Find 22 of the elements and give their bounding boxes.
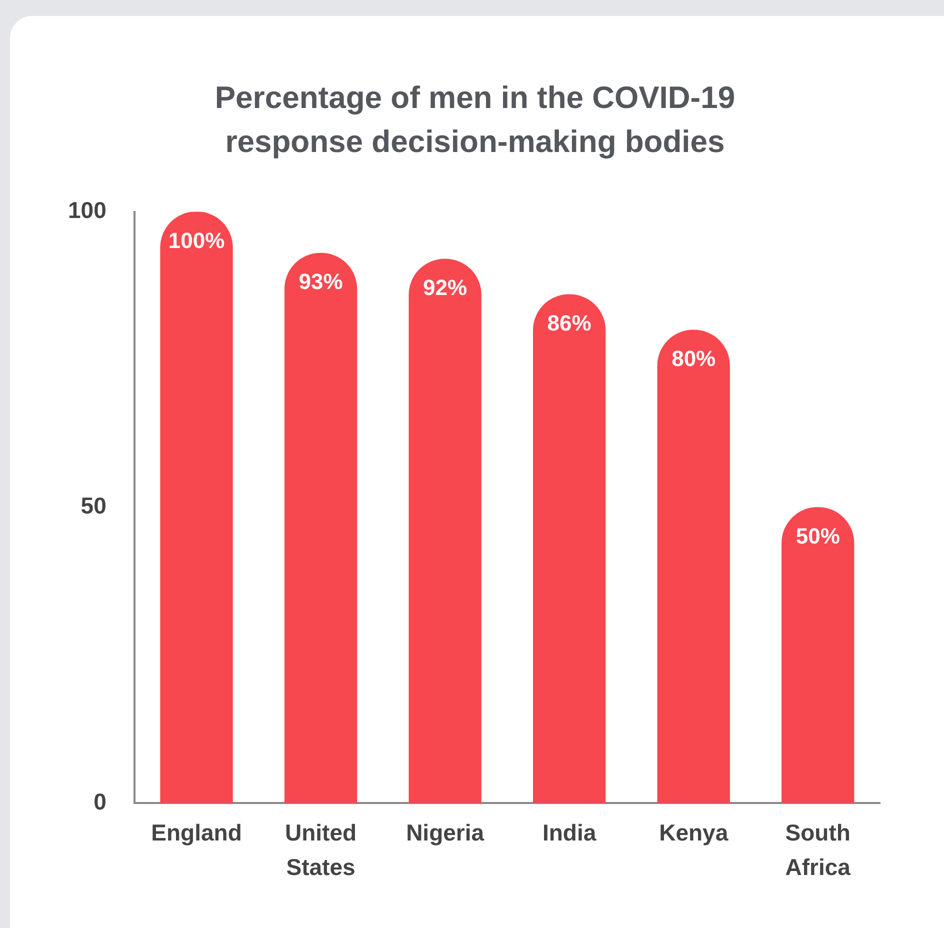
y-tick-label: 100 [68, 197, 106, 224]
data-label: 92% [423, 275, 468, 300]
y-tick-label: 0 [94, 788, 106, 814]
data-label: 100% [168, 228, 225, 253]
x-tick-label: South Africa [785, 820, 851, 880]
y-tick-label: 50 [80, 492, 106, 519]
x-tick-label: Nigeria [406, 820, 484, 846]
bar [408, 258, 482, 803]
x-tick-label: United States [285, 820, 357, 880]
data-label: 50% [796, 523, 840, 548]
bar [284, 252, 358, 803]
x-tick-label: England [151, 820, 242, 846]
data-label: 80% [672, 346, 716, 372]
bar [782, 507, 854, 803]
chart-title: Percentage of men in the COVID-19 response decision-making bodies [214, 79, 736, 161]
x-tick-label: Kenya [659, 820, 728, 846]
data-label: 93% [298, 269, 343, 294]
bar [657, 330, 730, 803]
bar [160, 212, 233, 803]
data-label: 86% [547, 310, 592, 336]
bar [532, 294, 606, 803]
x-tick-label: India [542, 820, 596, 846]
